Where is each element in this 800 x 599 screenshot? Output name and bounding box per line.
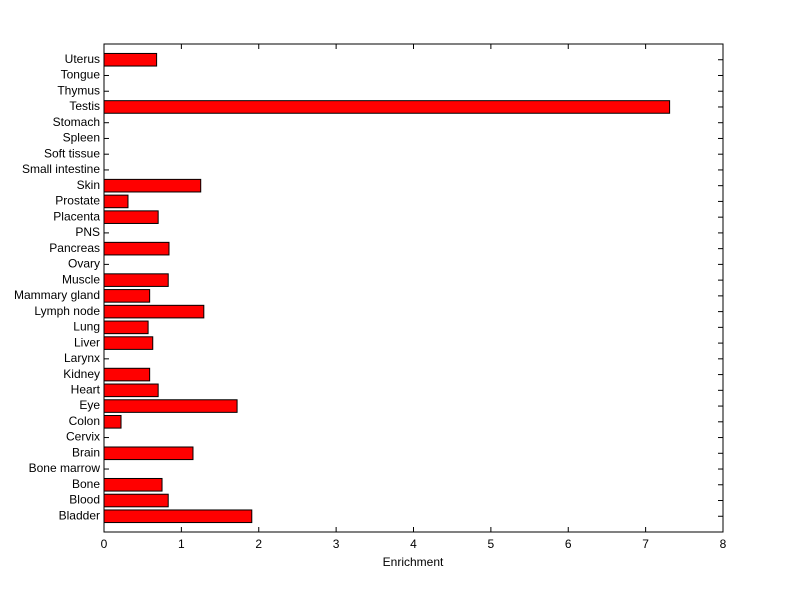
- y-tick-label: Colon: [69, 414, 100, 428]
- bar: [103, 493, 169, 508]
- bar: [103, 210, 159, 224]
- y-tick-label: Brain: [72, 445, 100, 459]
- y-tick-label: Bone marrow: [29, 461, 101, 475]
- y-tick-label: Prostate: [55, 194, 100, 208]
- x-tick-label: 5: [488, 537, 495, 551]
- y-tick-label: Lung: [73, 320, 100, 334]
- y-tick-label: Lymph node: [34, 304, 100, 318]
- y-tick-label: Bladder: [59, 508, 100, 522]
- y-tick-label: Heart: [71, 382, 101, 396]
- y-tick-label: Testis: [69, 99, 100, 113]
- y-tick-label: Mammary gland: [14, 288, 100, 302]
- bar: [103, 178, 202, 193]
- y-tick-label: Placenta: [53, 209, 100, 223]
- y-tick-label: Liver: [74, 335, 100, 349]
- y-tick-label: Thymus: [57, 83, 100, 97]
- bar: [103, 273, 169, 287]
- y-tick-label: Bone: [72, 477, 100, 491]
- bar: [103, 383, 159, 398]
- x-tick-label: 6: [565, 537, 572, 551]
- bar: [103, 320, 149, 335]
- bar: [103, 477, 163, 492]
- y-tick-label: Stomach: [53, 115, 100, 129]
- y-tick-label: Spleen: [63, 131, 100, 145]
- bar: [103, 304, 205, 319]
- y-tick-label: Kidney: [63, 367, 100, 381]
- x-tick-label: 3: [333, 537, 340, 551]
- y-tick-label: PNS: [75, 225, 100, 239]
- y-tick-label: Skin: [77, 178, 100, 192]
- y-tick-label: Eye: [79, 398, 100, 412]
- x-tick-label: 8: [720, 537, 727, 551]
- bar: [103, 52, 158, 67]
- y-tick-label: Uterus: [65, 52, 100, 66]
- bar: [103, 509, 253, 524]
- bar: [103, 194, 129, 209]
- bar: [103, 446, 194, 461]
- x-axis-label: Enrichment: [383, 555, 444, 569]
- x-tick-label: 2: [255, 537, 262, 551]
- bar: [103, 100, 671, 114]
- y-tick-label: Larynx: [64, 351, 100, 365]
- bar: [103, 367, 151, 382]
- bar: [103, 399, 238, 413]
- y-tick-label: Cervix: [66, 430, 100, 444]
- bar: [103, 336, 154, 350]
- y-tick-label: Small intestine: [22, 162, 100, 176]
- x-tick-label: 7: [642, 537, 649, 551]
- bar: [103, 241, 170, 256]
- x-tick-label: 4: [410, 537, 417, 551]
- y-tick-label: Pancreas: [49, 241, 100, 255]
- x-tick-label: 0: [101, 537, 108, 551]
- x-tick-label: 1: [178, 537, 185, 551]
- y-tick-label: Tongue: [61, 68, 101, 82]
- y-tick-label: Soft tissue: [44, 146, 100, 160]
- y-tick-label: Muscle: [62, 272, 100, 286]
- y-tick-label: Ovary: [68, 257, 100, 271]
- y-tick-label: Blood: [69, 493, 100, 507]
- bar: [103, 289, 151, 303]
- bar: [103, 415, 122, 429]
